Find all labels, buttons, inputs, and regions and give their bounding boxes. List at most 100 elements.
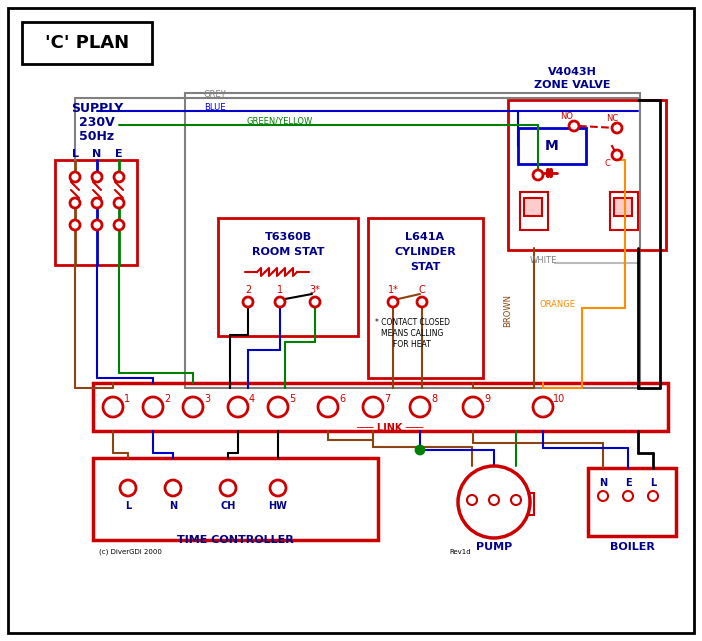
Text: SUPPLY: SUPPLY: [71, 101, 123, 115]
Circle shape: [103, 397, 123, 417]
Text: 2: 2: [245, 285, 251, 295]
Text: 230V: 230V: [79, 115, 115, 128]
Text: ─── LINK ───: ─── LINK ───: [357, 423, 424, 433]
Circle shape: [220, 480, 236, 496]
Circle shape: [533, 170, 543, 180]
Circle shape: [363, 397, 383, 417]
Text: ORANGE: ORANGE: [540, 299, 576, 308]
Text: BLUE: BLUE: [204, 103, 226, 112]
Text: 3: 3: [204, 394, 210, 404]
Circle shape: [489, 495, 499, 505]
Circle shape: [318, 397, 338, 417]
Circle shape: [143, 397, 163, 417]
Text: MEANS CALLING: MEANS CALLING: [380, 328, 443, 338]
Text: E: E: [115, 149, 123, 159]
Circle shape: [92, 172, 102, 182]
Text: 50Hz: 50Hz: [79, 129, 114, 142]
Circle shape: [623, 491, 633, 501]
Text: 10: 10: [553, 394, 565, 404]
Text: 'C' PLAN: 'C' PLAN: [45, 34, 129, 52]
Circle shape: [165, 480, 181, 496]
Circle shape: [268, 397, 288, 417]
Text: HW: HW: [269, 501, 287, 511]
Text: BROWN: BROWN: [503, 294, 512, 326]
Circle shape: [416, 446, 424, 454]
Circle shape: [533, 397, 553, 417]
Text: * CONTACT CLOSED: * CONTACT CLOSED: [374, 317, 449, 326]
Text: M: M: [545, 139, 559, 153]
Text: L: L: [650, 478, 656, 488]
Circle shape: [467, 495, 477, 505]
Text: GREY: GREY: [204, 90, 226, 99]
Text: L: L: [513, 502, 519, 512]
Text: 7: 7: [384, 394, 390, 404]
Circle shape: [310, 297, 320, 307]
Text: E: E: [625, 478, 631, 488]
Circle shape: [648, 491, 658, 501]
Text: C: C: [604, 158, 610, 167]
Circle shape: [243, 297, 253, 307]
Circle shape: [114, 198, 124, 208]
Text: FOR HEAT: FOR HEAT: [393, 340, 431, 349]
Text: V4043H: V4043H: [548, 67, 597, 77]
Text: L641A: L641A: [406, 232, 444, 242]
Circle shape: [228, 397, 248, 417]
Text: 3*: 3*: [310, 285, 320, 295]
Text: BOILER: BOILER: [609, 542, 654, 552]
Circle shape: [270, 480, 286, 496]
Circle shape: [275, 297, 285, 307]
Circle shape: [114, 220, 124, 230]
FancyBboxPatch shape: [614, 198, 632, 216]
FancyBboxPatch shape: [524, 198, 542, 216]
Text: ZONE VALVE: ZONE VALVE: [534, 80, 610, 90]
Text: 8: 8: [431, 394, 437, 404]
Text: STAT: STAT: [410, 262, 440, 272]
Circle shape: [114, 172, 124, 182]
Circle shape: [183, 397, 203, 417]
Circle shape: [388, 297, 398, 307]
Circle shape: [569, 121, 579, 131]
Text: 2: 2: [164, 394, 170, 404]
Circle shape: [70, 220, 80, 230]
Circle shape: [70, 198, 80, 208]
Text: NO: NO: [560, 112, 574, 121]
Text: GREEN/YELLOW: GREEN/YELLOW: [247, 117, 313, 126]
Text: T6360B: T6360B: [265, 232, 312, 242]
Text: C: C: [418, 285, 425, 295]
Text: E: E: [491, 502, 497, 512]
Text: 1: 1: [124, 394, 130, 404]
Text: TIME CONTROLLER: TIME CONTROLLER: [177, 535, 293, 545]
Circle shape: [612, 150, 622, 160]
Text: WHITE: WHITE: [529, 256, 557, 265]
Text: L: L: [72, 149, 79, 159]
Text: ROOM STAT: ROOM STAT: [252, 247, 324, 257]
Text: 4: 4: [249, 394, 255, 404]
Text: NC: NC: [606, 113, 618, 122]
Circle shape: [120, 480, 136, 496]
Circle shape: [92, 198, 102, 208]
Text: 6: 6: [339, 394, 345, 404]
Text: PUMP: PUMP: [476, 542, 512, 552]
Text: 5: 5: [289, 394, 295, 404]
Text: N: N: [93, 149, 102, 159]
Circle shape: [511, 495, 521, 505]
Circle shape: [463, 397, 483, 417]
Text: CYLINDER: CYLINDER: [394, 247, 456, 257]
Circle shape: [417, 297, 427, 307]
Text: 1*: 1*: [388, 285, 399, 295]
Text: N: N: [468, 502, 476, 512]
Circle shape: [458, 466, 530, 538]
Circle shape: [410, 397, 430, 417]
Text: Rev1d: Rev1d: [449, 549, 471, 555]
Text: 1: 1: [277, 285, 283, 295]
Circle shape: [70, 172, 80, 182]
Text: 9: 9: [484, 394, 490, 404]
Circle shape: [612, 123, 622, 133]
Text: CH: CH: [220, 501, 236, 511]
Text: N: N: [599, 478, 607, 488]
Text: N: N: [169, 501, 177, 511]
Circle shape: [598, 491, 608, 501]
Text: L: L: [125, 501, 131, 511]
Text: (c) DiverGDi 2000: (c) DiverGDi 2000: [98, 549, 161, 555]
Circle shape: [92, 220, 102, 230]
